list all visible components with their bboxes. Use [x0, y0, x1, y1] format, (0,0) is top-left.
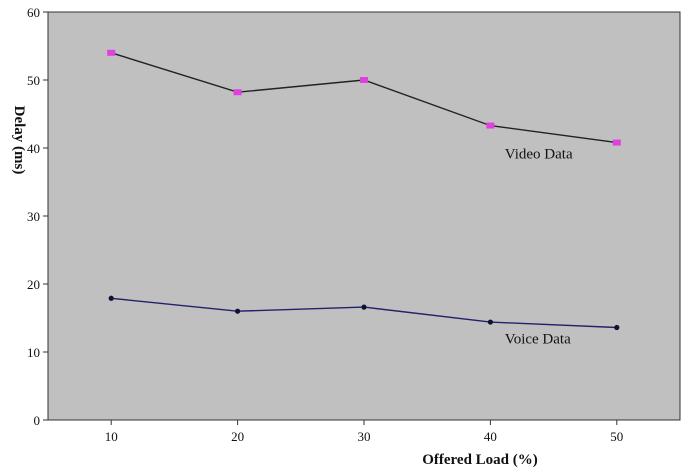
- y-tick-label: 10: [27, 345, 40, 360]
- x-axis-title: Offered Load (%): [422, 452, 538, 468]
- series-layer: Video Data Voice Data: [107, 49, 621, 348]
- y-tick-label: 50: [27, 73, 40, 88]
- y-tick-label: 20: [27, 277, 40, 292]
- plot-area: [47, 11, 681, 421]
- y-tick-label: 30: [27, 209, 40, 224]
- axes: 0 10 20 30 40 50 60 10 20 30 40 50: [27, 5, 623, 444]
- y-axis-title: Delay (ms): [11, 106, 27, 175]
- video-data-point: [612, 139, 621, 146]
- video-data-point: [360, 77, 368, 83]
- voice-data-point: [361, 304, 367, 310]
- voice-data-point: [487, 319, 493, 325]
- y-tick-label: 60: [27, 5, 40, 20]
- voice-data-series-label: Voice Data: [505, 332, 571, 348]
- voice-data-point: [108, 295, 114, 301]
- video-data-point: [107, 49, 116, 56]
- x-tick-label: 50: [610, 429, 623, 444]
- voice-data-point: [614, 324, 620, 331]
- x-tick-label: 10: [105, 429, 118, 444]
- voice-data-point: [235, 308, 241, 314]
- video-data-series-label: Video Data: [505, 147, 573, 163]
- x-tick-label: 40: [484, 429, 497, 444]
- y-tick-label: 40: [27, 141, 40, 156]
- video-data-point: [486, 122, 495, 129]
- x-tick-label: 30: [358, 429, 371, 444]
- y-tick-label: 0: [34, 413, 41, 428]
- x-tick-label: 20: [231, 429, 244, 444]
- video-data-point: [233, 89, 242, 96]
